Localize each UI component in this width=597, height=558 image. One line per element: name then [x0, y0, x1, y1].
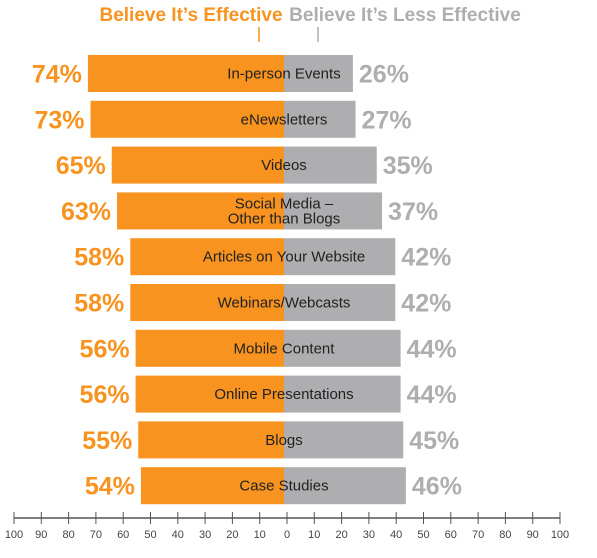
bar-effective	[117, 192, 284, 230]
category-label: Videos	[261, 157, 307, 174]
category-label: In-person Events	[227, 66, 340, 83]
legend-effective: Believe It’s Effective	[99, 5, 282, 26]
axis-tick-label: 50	[144, 529, 156, 541]
bar-effective	[111, 146, 284, 184]
value-label-effective: 56%	[80, 335, 130, 363]
bar-effective	[130, 284, 284, 321]
bar-effective	[87, 55, 285, 92]
bar-less-effective	[284, 146, 377, 184]
value-label-effective: 73%	[35, 106, 85, 134]
category-label: Webinars/Webcasts	[218, 295, 351, 312]
category-label: Social Media –	[235, 195, 334, 212]
value-label-less-effective: 45%	[409, 427, 459, 455]
value-label-less-effective: 42%	[401, 244, 451, 272]
value-label-less-effective: 44%	[407, 381, 457, 409]
value-label-less-effective: 37%	[388, 198, 438, 226]
value-label-less-effective: 44%	[407, 335, 457, 363]
category-label: Case Studies	[239, 478, 328, 495]
bar-less-effective	[284, 375, 401, 413]
bar-less-effective	[284, 55, 353, 92]
legend-less-effective: Believe It’s Less Effective	[289, 5, 521, 26]
axis-tick-label: 0	[284, 529, 290, 541]
bar-effective	[140, 467, 284, 505]
value-label-effective: 74%	[32, 61, 82, 89]
value-label-effective: 54%	[85, 473, 135, 501]
category-label: eNewsletters	[241, 111, 328, 128]
bars-group: In-person Events 74% 26% eNewsletters 73% 27%…	[32, 55, 462, 505]
bar-less-effective	[284, 329, 401, 367]
category-label: Articles on Your Website	[203, 249, 365, 266]
value-label-effective: 58%	[74, 290, 124, 318]
value-label-effective: 63%	[61, 198, 111, 226]
bar-effective	[138, 421, 284, 459]
value-label-effective: 56%	[80, 381, 130, 409]
value-label-less-effective: 27%	[362, 106, 412, 134]
value-label-effective: 65%	[56, 152, 106, 180]
axis-tick-label: 30	[363, 529, 375, 541]
axis-tick-label: 100	[551, 529, 569, 541]
axis-tick-label: 20	[335, 529, 347, 541]
category-label: Online Presentations	[214, 386, 353, 403]
axis-tick-label: 40	[390, 529, 402, 541]
bar-less-effective	[284, 192, 383, 230]
value-label-effective: 55%	[82, 427, 132, 455]
axis-tick-label: 40	[172, 529, 184, 541]
axis-tick-label: 70	[472, 529, 484, 541]
value-label-less-effective: 46%	[412, 473, 462, 501]
axis-tick-label: 80	[62, 529, 74, 541]
category-label: Other than Blogs	[228, 210, 341, 227]
axis-tick-label: 20	[226, 529, 238, 541]
value-label-less-effective: 42%	[401, 290, 451, 318]
axis-tick-label: 100	[5, 529, 23, 541]
bar-effective	[135, 329, 284, 367]
category-label: Blogs	[265, 432, 303, 449]
axis-tick-label: 10	[308, 529, 320, 541]
value-label-less-effective: 26%	[359, 61, 409, 89]
bar-less-effective	[284, 100, 356, 138]
axis-tick-label: 90	[35, 529, 47, 541]
axis-tick-label: 60	[117, 529, 129, 541]
bar-less-effective	[284, 467, 406, 505]
axis-tick-label: 80	[499, 529, 511, 541]
axis-tick-label: 50	[417, 529, 429, 541]
bar-less-effective	[284, 421, 404, 459]
value-label-less-effective: 35%	[383, 152, 433, 180]
value-label-effective: 58%	[74, 244, 124, 272]
bar-effective	[90, 100, 284, 138]
axis-tick-label: 90	[527, 529, 539, 541]
bar-less-effective	[284, 284, 396, 321]
x-axis: 100 90 80 70 60 50 40 30 20 10 0 10 20 30 40 50 60 70 80 90…	[5, 512, 569, 541]
bar-effective	[130, 238, 284, 276]
axis-tick-label: 60	[445, 529, 457, 541]
category-label: Mobile Content	[234, 340, 336, 357]
bar-less-effective	[284, 238, 396, 276]
axis-tick-label: 70	[90, 529, 102, 541]
bar-effective	[135, 375, 284, 413]
axis-tick-label: 30	[199, 529, 211, 541]
axis-tick-label: 10	[254, 529, 266, 541]
